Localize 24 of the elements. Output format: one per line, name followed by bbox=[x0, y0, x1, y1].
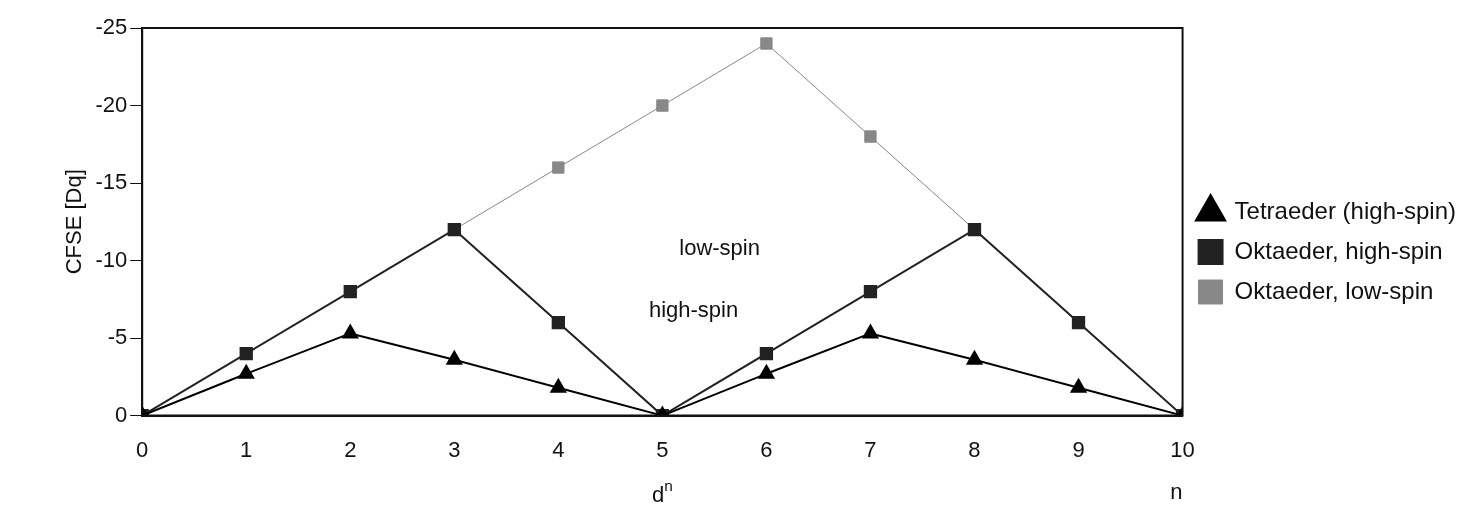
x-tick-label: 1 bbox=[240, 436, 253, 462]
y-tick-label: -20 bbox=[95, 91, 128, 117]
annotation: high-spin bbox=[648, 297, 739, 323]
x-tick-label: 5 bbox=[656, 436, 669, 462]
x-tick-label: 6 bbox=[760, 436, 773, 462]
text: n bbox=[1170, 479, 1183, 505]
annotation: low-spin bbox=[679, 234, 760, 260]
x-tick-label: 9 bbox=[1072, 436, 1085, 462]
x-tick-label: 3 bbox=[448, 436, 461, 462]
y-tick-label: -5 bbox=[107, 324, 128, 350]
y-tick-label: -25 bbox=[95, 14, 128, 40]
legend-label: Oktaeder, high-spin bbox=[1234, 236, 1443, 264]
y-tick-label: -15 bbox=[95, 169, 128, 195]
y-axis-title: CFSE [Dq] bbox=[61, 169, 87, 275]
x-tick-label: 10 bbox=[1170, 436, 1195, 462]
x-tick-label: 2 bbox=[344, 436, 357, 462]
x-tick-label: 0 bbox=[136, 436, 149, 462]
y-tick-label: 0 bbox=[114, 401, 128, 427]
legend-label: Oktaeder, low-spin bbox=[1234, 276, 1434, 304]
x-tick-label: 4 bbox=[552, 436, 565, 462]
x-tick-label: 8 bbox=[968, 436, 981, 462]
legend-label: Tetraeder (high-spin) bbox=[1234, 196, 1456, 224]
x-tick-label: 7 bbox=[864, 436, 877, 462]
y-tick-label: -10 bbox=[95, 246, 128, 272]
